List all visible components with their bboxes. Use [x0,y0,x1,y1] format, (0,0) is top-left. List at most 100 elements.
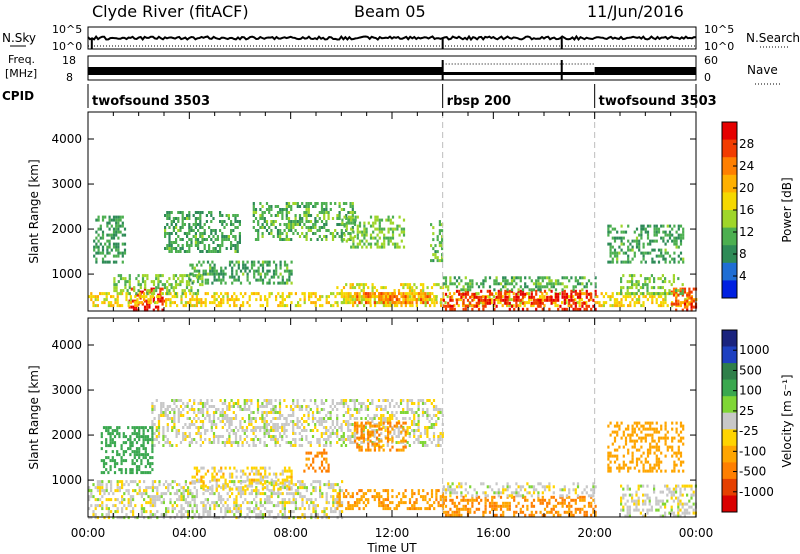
heatmap-cell [193,513,196,517]
heatmap-cell [296,402,299,405]
heatmap-cell [236,220,239,223]
heatmap-cell [175,232,178,235]
heatmap-cell [310,292,313,296]
heatmap-cell [664,301,667,305]
heatmap-cell [486,498,489,502]
heatmap-cell [413,507,416,511]
heatmap-cell [212,235,215,238]
heatmap-cell [307,414,310,417]
heatmap-cell [248,399,251,402]
heatmap-cell [197,432,200,435]
heatmap-cell [424,498,427,502]
heatmap-cell [168,289,171,293]
heatmap-cell [299,492,302,496]
heatmap-cell [347,292,350,296]
heatmap-cell [653,286,656,290]
heatmap-cell [234,214,237,217]
heatmap-cell [159,299,162,303]
heatmap-cell [402,426,405,429]
heatmap-cell [112,227,116,231]
heatmap-cell [151,504,154,508]
heatmap-cell [92,301,95,305]
heatmap-cell [116,292,119,296]
heatmap-cell [257,481,260,485]
heatmap-cell [683,305,687,309]
heatmap-cell [526,507,529,511]
heatmap-cell [255,292,258,296]
heatmap-cell [319,295,322,299]
heatmap-cell [193,481,196,485]
heatmap-cell [202,501,205,505]
heatmap-cell [432,414,436,417]
heatmap-cell [349,408,352,411]
heatmap-cell [351,399,354,402]
heatmap-cell [358,301,361,305]
heatmap-cell [444,510,448,514]
heatmap-cell [261,226,264,229]
heatmap-cell [261,278,265,282]
heatmap-cell [288,469,291,473]
heatmap-cell [144,286,147,290]
heatmap-cell [316,480,319,484]
heatmap-cell [132,507,135,511]
heatmap-cell [276,417,279,420]
heatmap-cell [660,251,663,255]
heatmap-cell [281,498,284,502]
heatmap-cell [209,507,212,511]
heatmap-cell [88,486,91,490]
heatmap-cell [121,242,124,246]
heatmap-cell [190,438,194,441]
heatmap-cell [230,444,233,447]
heatmap-cell [233,301,236,305]
heatmap-cell [189,298,192,302]
heatmap-cell [657,304,660,308]
heatmap-cell [342,405,345,408]
heatmap-cell [155,274,158,278]
heatmap-cell [532,288,536,292]
heatmap-cell [318,441,321,444]
freq-label-line1: Freq. [8,53,35,66]
heatmap-cell [413,289,416,293]
heatmap-cell [276,214,280,217]
heatmap-cell [320,211,324,214]
heatmap-cell [570,276,573,280]
heatmap-cell [327,217,330,220]
heatmap-cell [220,266,223,270]
nave-tick-top: 60 [704,54,718,67]
heatmap-cell [356,498,359,502]
heatmap-cell [199,223,202,226]
heatmap-cell [436,259,439,263]
heatmap-cell [387,218,390,222]
heatmap-cell [145,492,148,496]
heatmap-cell [638,248,641,252]
heatmap-cell [432,238,435,242]
heatmap-cell [438,223,441,227]
heatmap-cell [466,498,470,502]
heatmap-cell [329,414,332,417]
heatmap-cell [170,232,173,235]
heatmap-cell [583,495,586,499]
heatmap-cell [587,304,591,308]
heatmap-cell [469,282,472,286]
heatmap-cell [428,426,431,429]
heatmap-cell [158,483,161,487]
heatmap-cell [212,438,216,441]
heatmap-cell [393,405,396,408]
heatmap-cell [192,292,195,296]
heatmap-cell [314,423,317,426]
heatmap-cell [191,263,194,267]
heatmap-cell [97,248,100,252]
heatmap-cell [426,426,429,429]
heatmap-cell [428,504,431,508]
heatmap-cell [686,308,689,312]
heatmap-cell [426,301,429,305]
heatmap-cell [93,248,96,252]
heatmap-cell [561,498,564,502]
heatmap-cell [244,516,247,520]
heatmap-cell [572,513,575,517]
heatmap-cell [248,516,251,520]
heatmap-cell [506,282,509,286]
heatmap-cell [421,411,425,414]
heatmap-cell [209,263,212,267]
heatmap-cell [677,277,680,281]
